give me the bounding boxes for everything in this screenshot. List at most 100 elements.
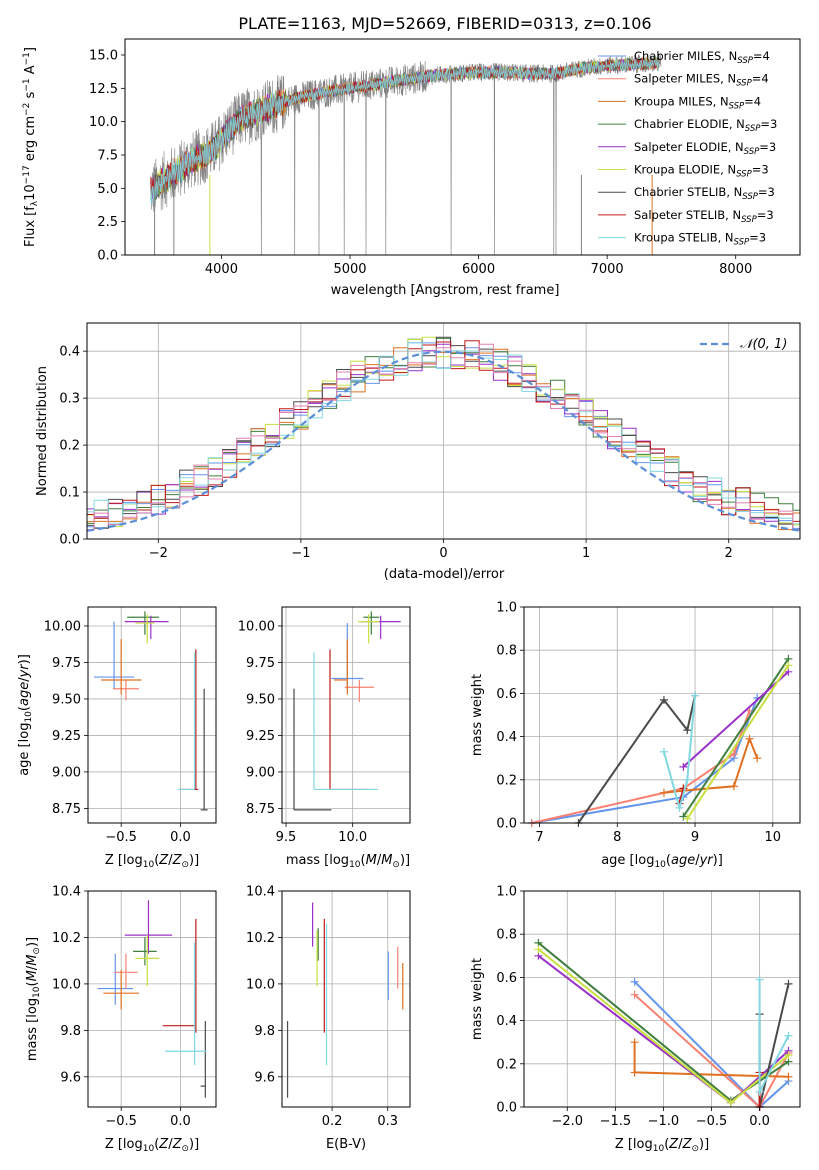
- weight-marker: [729, 782, 738, 791]
- x-tick-label: 0.0: [170, 1114, 191, 1129]
- errorbar-point: [200, 688, 208, 811]
- x-tick-label: −0.5: [105, 1114, 137, 1129]
- x-tick-label: 8000: [719, 262, 752, 277]
- y-tick-label: 9.50: [246, 692, 275, 707]
- x-tick-label: −1.0: [648, 1114, 680, 1129]
- y-tick-label: 5.0: [97, 182, 118, 197]
- weight-marker: [745, 734, 754, 743]
- weight-line: [682, 658, 790, 818]
- y-tick-label: 0.6: [496, 971, 517, 986]
- x-tick-label: 0.3: [377, 1114, 398, 1129]
- weight-marker: [683, 726, 692, 735]
- weight-marker: [726, 1098, 735, 1107]
- y-tick-label: 0.8: [496, 928, 517, 943]
- spectrum-x-label: wavelength [Angstrom, rest frame]: [331, 283, 560, 298]
- x-tick-label: −1: [291, 546, 310, 561]
- errorbar-point: [344, 679, 374, 702]
- y-tick-label: 8.75: [246, 802, 275, 817]
- x-tick-label: −0.5: [696, 1114, 728, 1129]
- y-tick-label: 2.5: [97, 215, 118, 230]
- x-tick-label: −2.0: [551, 1114, 583, 1129]
- legend-entry: Chabrier MILES, NSSP=4: [634, 49, 770, 66]
- y-tick-label: 0.0: [59, 533, 80, 548]
- errorbar-point: [162, 918, 197, 1033]
- y-tick-label: 9.75: [246, 656, 275, 671]
- errorbar-point: [133, 937, 157, 966]
- errorbar-point: [135, 614, 155, 644]
- x-tick-label: 7: [535, 830, 543, 845]
- weight-marker: [784, 979, 793, 988]
- y-tick-label: 9.6: [60, 1070, 81, 1085]
- errorbar-point: [358, 614, 380, 644]
- weight-line: [577, 695, 696, 824]
- residual-histogram: [87, 343, 800, 531]
- age-vs-mass-panel: 9.5 10.0 8.75 9.00 9.25 9.50 9.75 10.00 mass [l…: [238, 606, 411, 870]
- weight-marker: [659, 788, 668, 797]
- y-tick-label: 10.4: [246, 885, 275, 900]
- weight-marker: [755, 975, 764, 984]
- y-tick-label: 0.4: [496, 1014, 517, 1029]
- x-tick-label: 7000: [591, 262, 624, 277]
- x-tick-label: 2: [725, 546, 733, 561]
- y-tick-label: 0.8: [496, 644, 517, 659]
- weight-marker: [784, 1031, 793, 1040]
- legend-entry: Salpeter ELODIE, NSSP=3: [634, 140, 776, 157]
- residuals-plot-area: [87, 336, 800, 532]
- errorbar-point: [112, 679, 139, 701]
- x-tick-label: 0: [439, 546, 447, 561]
- y-tick-label: 0.0: [97, 249, 118, 264]
- y-tick-label: 9.8: [254, 1024, 275, 1039]
- y-tick-label: 10.00: [238, 619, 275, 634]
- x-tick-label: 9: [691, 830, 699, 845]
- weight-marker: [691, 691, 700, 700]
- y-tick-label: 0.1: [59, 486, 80, 501]
- y-tick-label: 0.0: [496, 1101, 517, 1116]
- errorbar-point: [97, 953, 134, 1005]
- spectrum-y-label: Flux [fλ10−17 erg cm−2 s−1 A−1]: [22, 47, 40, 247]
- weight-marker: [683, 814, 692, 823]
- weight-line: [531, 710, 751, 824]
- y-tick-label: 10.2: [246, 931, 275, 946]
- y-tick-label: 10.0: [246, 977, 275, 992]
- weight-vs-Z-x-label: Z [log10(Z/Z⊙)]: [615, 1137, 709, 1154]
- weight-marker: [753, 754, 762, 763]
- errorbar-point: [200, 1021, 206, 1098]
- mass-vs-Z-x-label: Z [log10(Z/Z⊙)]: [105, 1137, 199, 1154]
- errorbar-point: [165, 942, 207, 1066]
- errorbar-point: [114, 953, 138, 989]
- legend-entry: Salpeter STELIB, NSSP=3: [634, 208, 774, 225]
- y-tick-label: 10.0: [52, 977, 81, 992]
- y-tick-label: 0.6: [496, 687, 517, 702]
- weight-line: [682, 671, 789, 768]
- errorbar-point: [124, 900, 173, 954]
- x-tick-label: 8: [613, 830, 621, 845]
- y-tick-label: 9.25: [52, 729, 81, 744]
- mass-vs-Z-panel: −0.5 0.0 9.6 9.8 10.0 10.2 10.4 Z [log10(Z/Z⊙)…: [25, 885, 217, 1154]
- x-tick-label: 9.5: [276, 830, 297, 845]
- legend-entry: Kroupa STELIB, NSSP=3: [634, 231, 766, 248]
- x-tick-label: 10: [765, 830, 782, 845]
- x-tick-label: 0.2: [322, 1114, 343, 1129]
- x-tick-label: −0.5: [105, 830, 137, 845]
- y-tick-label: 9.25: [246, 729, 275, 744]
- legend-entry: Chabrier STELIB, NSSP=3: [634, 185, 775, 202]
- mass-vs-Z-y-label: mass [log10(M/M⊙)]: [25, 937, 42, 1061]
- x-tick-label: 0.0: [170, 830, 191, 845]
- y-tick-label: 0.3: [59, 392, 80, 407]
- residual-histogram: [87, 336, 800, 531]
- model-spectrum: [150, 56, 659, 204]
- errorbar-point: [103, 969, 139, 1010]
- errorbar-point: [363, 611, 380, 635]
- y-tick-label: 10.0: [89, 115, 118, 130]
- weight-vs-Z-panel: −2.0 −1.5 −1.0 −0.5 0.0 0.0 0.2 0.4 0.6 0.8 1.0 Z …: [470, 885, 801, 1154]
- weight-marker: [630, 977, 639, 986]
- weight-vs-age-y-label: mass weight: [470, 674, 485, 756]
- weight-line: [686, 664, 790, 820]
- y-tick-label: 7.5: [97, 149, 118, 164]
- y-tick-label: 10.00: [44, 619, 81, 634]
- weight-marker: [534, 945, 543, 954]
- y-tick-label: 1.0: [496, 885, 517, 900]
- residuals-y-label: Normed distribution: [35, 366, 50, 496]
- x-tick-label: −2: [149, 546, 168, 561]
